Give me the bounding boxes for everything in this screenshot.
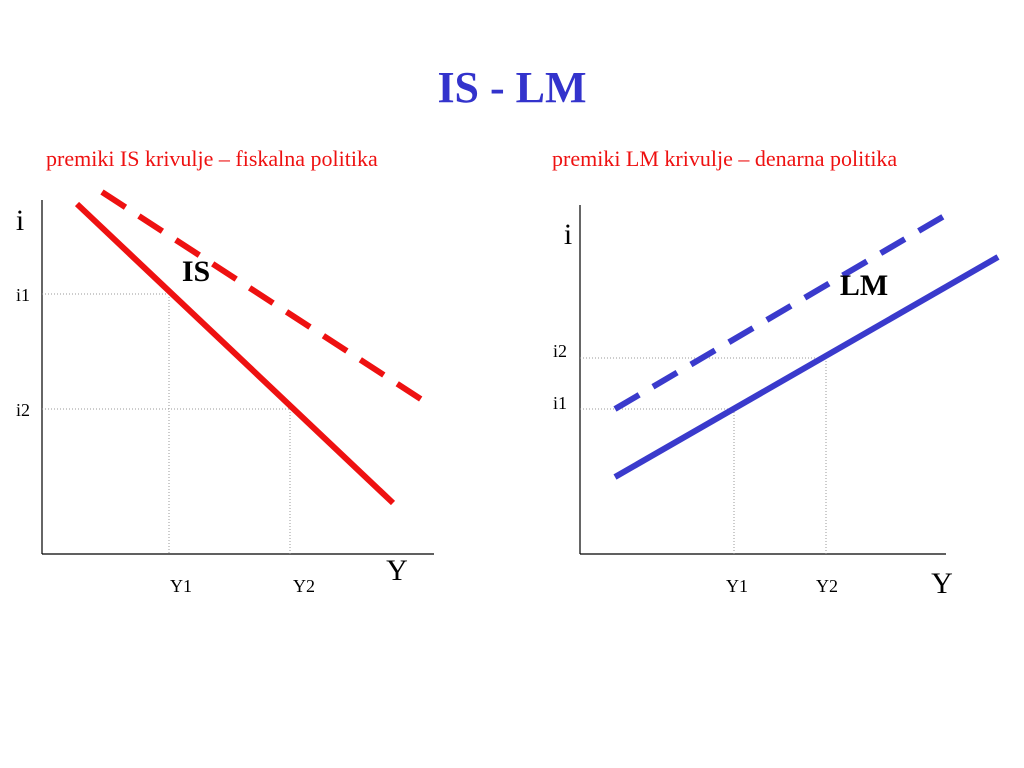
- is-tick-i2: i2: [16, 400, 30, 420]
- is-curve-shifted: [100, 189, 432, 408]
- is-x-axis-label: Y: [386, 554, 408, 587]
- lm-panel-subtitle: premiki LM krivulje – denarna politika: [552, 146, 898, 171]
- lm-tick-i2: i2: [553, 341, 567, 361]
- is-tick-y1: Y1: [170, 576, 192, 596]
- is-panel-subtitle: premiki IS krivulje – fiskalna politika: [46, 146, 378, 171]
- lm-x-axis-label: Y: [931, 567, 953, 600]
- lm-curve-label: LM: [840, 269, 888, 302]
- is-curve: [74, 201, 396, 506]
- lm-tick-y1: Y1: [726, 576, 748, 596]
- is-curve-label: IS: [182, 255, 210, 288]
- is-y-axis-label: i: [16, 204, 24, 237]
- page-title: IS - LM: [437, 63, 587, 112]
- lm-curve: [613, 254, 1000, 480]
- lm-tick-i1: i1: [553, 393, 567, 413]
- is-tick-i1: i1: [16, 285, 30, 305]
- is-tick-y2: Y2: [293, 576, 315, 596]
- is-panel: i Y IS i1 i2 Y1 Y2: [16, 189, 434, 596]
- lm-tick-y2: Y2: [816, 576, 838, 596]
- lm-curve-shifted: [613, 209, 953, 412]
- lm-panel: i Y LM i2 i1 Y1 Y2: [553, 205, 1000, 600]
- lm-y-axis-label: i: [564, 218, 572, 251]
